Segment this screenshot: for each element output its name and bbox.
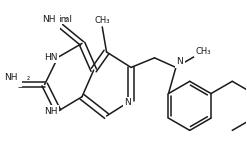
Text: NH: NH bbox=[4, 73, 18, 82]
Text: CH₃: CH₃ bbox=[195, 47, 211, 56]
Text: NH: NH bbox=[42, 15, 56, 24]
Text: ₂: ₂ bbox=[26, 73, 30, 82]
Text: NH: NH bbox=[44, 107, 58, 116]
Text: HN: HN bbox=[44, 53, 58, 62]
Text: N: N bbox=[176, 57, 183, 66]
Text: iml: iml bbox=[59, 15, 73, 24]
Text: N: N bbox=[124, 98, 131, 107]
Text: CH₃: CH₃ bbox=[95, 16, 110, 25]
Text: ₂: ₂ bbox=[64, 15, 67, 24]
